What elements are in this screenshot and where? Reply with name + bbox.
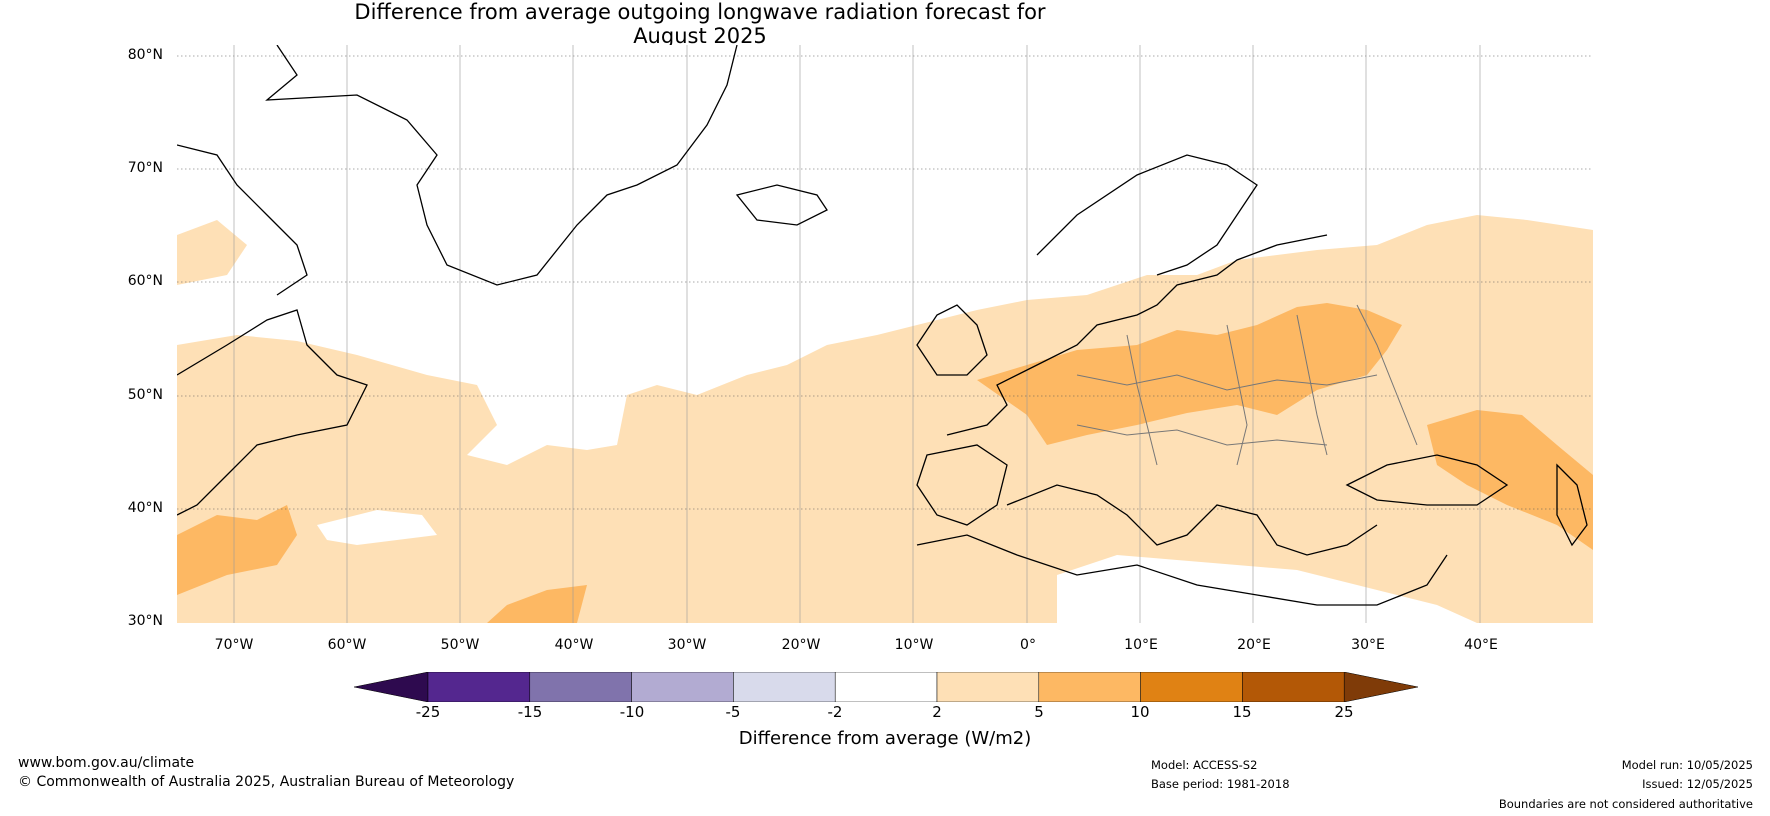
colorbar-segment xyxy=(1038,672,1141,702)
footer-url: www.bom.gov.au/climate xyxy=(18,755,195,771)
colorbar-segment xyxy=(427,672,531,702)
lat-label-80n: 80°N xyxy=(127,47,163,63)
footer-issued: Issued: 12/05/2025 xyxy=(1642,777,1753,791)
lon-label-40e: 40°E xyxy=(1464,637,1498,653)
anomaly-region-medium-atlantic-s xyxy=(487,585,587,623)
anomaly-region-medium-europe xyxy=(977,303,1402,445)
anomaly-region-medium-atlantic-sw xyxy=(177,505,297,595)
colorbar-tick: 25 xyxy=(1334,703,1354,721)
anomaly-region-medium-caspian xyxy=(1427,410,1593,550)
footer-base-period: Base period: 1981-2018 xyxy=(1151,777,1290,791)
colorbar-segment xyxy=(529,672,632,702)
lon-label-50w: 50°W xyxy=(440,637,480,653)
coastline-iceland xyxy=(735,184,828,226)
colorbar-extend-high xyxy=(1343,672,1418,702)
footer-model: Model: ACCESS-S2 xyxy=(1151,758,1258,772)
colorbar-segment xyxy=(1140,672,1243,702)
map-title-line2: August 2025 xyxy=(633,24,767,48)
colorbar-label: Difference from average (W/m2) xyxy=(738,728,1032,749)
colorbar-tick: 10 xyxy=(1130,703,1150,721)
colorbar-tick: 15 xyxy=(1232,703,1252,721)
coastline-europe-west xyxy=(946,234,1328,436)
coastline-north-africa xyxy=(916,534,1448,606)
coastline-caspian xyxy=(1556,463,1588,547)
colorbar-tick: 2 xyxy=(932,703,942,721)
footer-copyright: © Commonwealth of Australia 2025, Austra… xyxy=(18,774,515,790)
coastline-iberia xyxy=(916,444,1008,526)
coastline-north-america-east xyxy=(177,309,368,516)
colorbar xyxy=(354,672,1418,702)
anomaly-region-light-atlantic xyxy=(177,215,1593,623)
coastline-scandinavia xyxy=(1036,154,1258,276)
lon-label-70w: 70°W xyxy=(214,637,254,653)
colorbar-segment xyxy=(834,672,938,702)
lat-label-60n: 60°N xyxy=(127,273,163,289)
coastline-mediterranean-north xyxy=(1006,484,1378,556)
coastline-black-sea xyxy=(1345,454,1509,506)
lat-label-30n: 30°N xyxy=(127,613,163,629)
neutral-region-mediterranean xyxy=(1057,555,1477,623)
colorbar-tick: -15 xyxy=(517,703,543,721)
colorbar-segment xyxy=(631,672,734,702)
colorbar-tick: -25 xyxy=(415,703,441,721)
coastlines xyxy=(177,45,1588,606)
borders xyxy=(1076,304,1418,466)
map-title-line1: Difference from average outgoing longwav… xyxy=(354,0,1046,24)
anomaly-region-light-west xyxy=(177,220,247,285)
meridians xyxy=(233,45,1481,623)
lon-label-20e: 20°E xyxy=(1237,637,1271,653)
lon-label-60w: 60°W xyxy=(327,637,367,653)
graticule xyxy=(177,55,1593,510)
lat-label-70n: 70°N xyxy=(127,160,163,176)
colorbar-segment xyxy=(936,672,1040,702)
colorbar-tick: -5 xyxy=(725,703,741,721)
lon-label-30e: 30°E xyxy=(1351,637,1385,653)
colorbar-tick: -10 xyxy=(619,703,645,721)
map-area xyxy=(177,45,1593,623)
coastline-canadian-arctic xyxy=(177,144,308,296)
lon-label-10w: 10°W xyxy=(894,637,934,653)
colorbar-segment xyxy=(1242,672,1345,702)
lon-label-30w: 30°W xyxy=(667,637,707,653)
colorbar-tick: -2 xyxy=(827,703,843,721)
map-title: Difference from average outgoing longwav… xyxy=(0,0,1400,48)
footer-disclaimer: Boundaries are not considered authoritat… xyxy=(1498,797,1753,811)
lat-label-50n: 50°N xyxy=(127,387,163,403)
coastline-greenland xyxy=(265,45,738,286)
lon-label-40w: 40°W xyxy=(554,637,594,653)
lat-label-40n: 40°N xyxy=(127,500,163,516)
map-svg xyxy=(177,45,1593,623)
colorbar-segment xyxy=(733,672,836,702)
lon-label-20w: 20°W xyxy=(781,637,821,653)
coastline-british-isles xyxy=(916,304,988,376)
lon-label-0: 0° xyxy=(1020,637,1036,653)
colorbar-extend-low xyxy=(354,672,429,702)
footer-model-run: Model run: 10/05/2025 xyxy=(1621,758,1753,772)
lon-label-10e: 10°E xyxy=(1124,637,1158,653)
colorbar-tick: 5 xyxy=(1034,703,1044,721)
